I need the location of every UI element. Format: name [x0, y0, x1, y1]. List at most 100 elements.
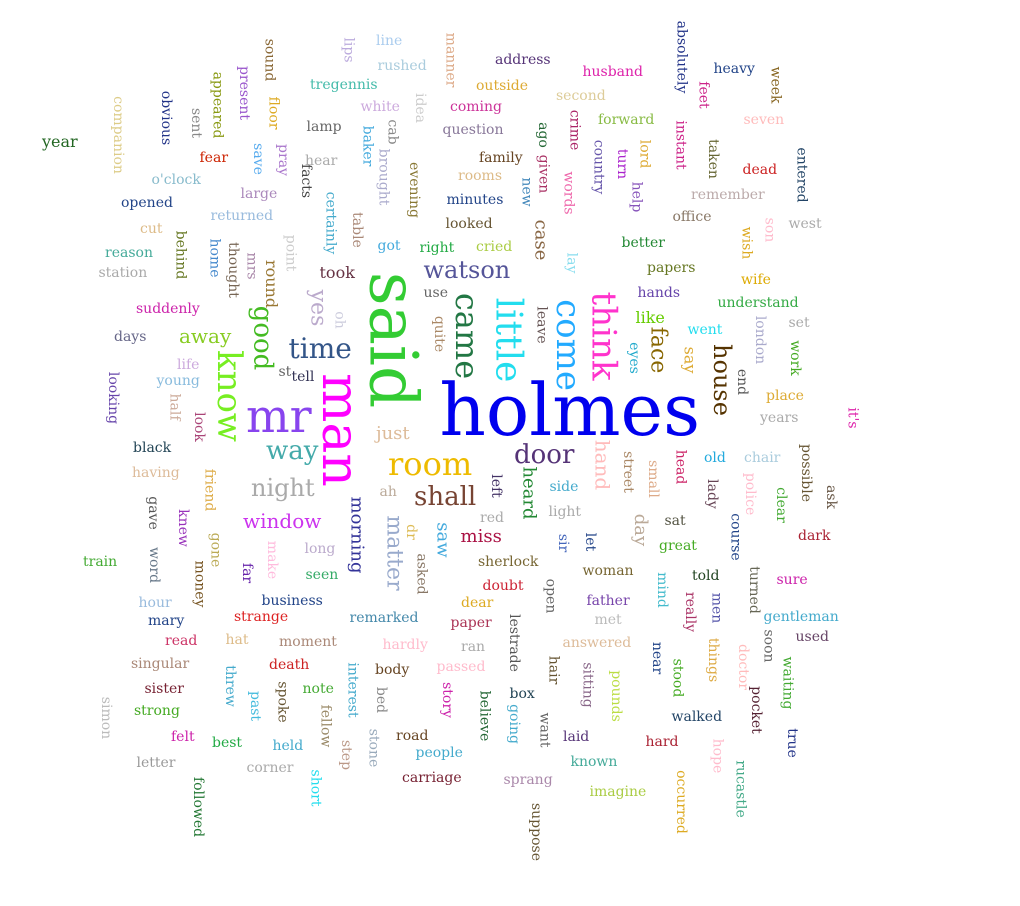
word-really: really [682, 591, 699, 633]
word-hat: hat [225, 632, 249, 648]
word-absolutely: absolutely [672, 20, 689, 94]
word-threw: threw [221, 665, 238, 707]
word-read: read [165, 633, 198, 649]
word-bed: bed [373, 686, 390, 714]
word-strong: strong [134, 703, 180, 719]
word-ago: ago [534, 122, 551, 148]
word-oh: oh [331, 311, 348, 329]
word-side: side [549, 479, 579, 495]
word-family: family [479, 150, 523, 166]
word-great: great [659, 538, 697, 554]
word-story: story [438, 682, 455, 718]
word-new: new [518, 177, 535, 207]
word-sir: sir [555, 533, 572, 553]
word-heavy: heavy [713, 61, 755, 77]
word-look: look [190, 412, 207, 442]
word-old: old [704, 450, 726, 466]
word-station: station [98, 265, 148, 281]
word-want: want [535, 712, 552, 748]
word-save: save [249, 143, 266, 175]
word-saw: saw [432, 522, 454, 558]
word-took: took [319, 263, 355, 282]
word-son: son [760, 217, 777, 243]
word-instant: instant [672, 120, 689, 170]
word-feet: feet [695, 81, 712, 109]
word-window: window [243, 509, 322, 533]
word-right: right [419, 240, 455, 256]
word-carriage: carriage [402, 770, 462, 786]
word-word: word [146, 546, 163, 584]
word-met: met [594, 612, 622, 628]
word-came: came [448, 292, 487, 380]
word-lay: lay [562, 252, 579, 274]
word-road: road [396, 728, 429, 744]
word-mr: mr [246, 389, 312, 443]
word-say: say [679, 346, 699, 374]
word-possible: possible [797, 444, 814, 502]
word-obvious: obvious [158, 90, 175, 146]
word-crime: crime [565, 109, 582, 151]
word-strange: strange [234, 609, 289, 625]
word-near: near [649, 641, 666, 675]
word-gave: gave [144, 496, 161, 530]
word-minutes: minutes [446, 192, 504, 208]
word-mary: mary [148, 613, 185, 629]
word-present: present [236, 65, 253, 121]
word-second: second [556, 88, 606, 104]
word-thought: thought [224, 242, 241, 298]
word-place: place [766, 388, 804, 404]
word-companion: companion [109, 96, 126, 174]
word-black: black [133, 440, 172, 456]
word-walked: walked [671, 709, 723, 725]
word-fellow: fellow [316, 704, 333, 748]
word-away: away [179, 324, 232, 348]
word-having: having [132, 465, 180, 481]
word-looking: looking [105, 371, 122, 425]
word-sure: sure [776, 572, 808, 588]
word-year: year [42, 132, 78, 151]
word-things: things [705, 637, 722, 683]
word-step: step [338, 739, 355, 771]
word-sherlock: sherlock [478, 554, 539, 570]
word-laid: laid [563, 729, 590, 745]
word-sprang: sprang [503, 772, 553, 788]
word-opened: opened [121, 195, 173, 211]
word-father: father [586, 593, 630, 609]
word-best: best [212, 735, 243, 751]
word-returned: returned [210, 208, 274, 224]
word-course: course [727, 513, 744, 561]
word-pray: pray [274, 144, 291, 176]
word-rushed: rushed [377, 58, 427, 74]
word-sound: sound [260, 38, 277, 82]
word-husband: husband [582, 64, 644, 80]
word-light: light [548, 504, 582, 520]
word-certainly: certainly [321, 191, 338, 255]
word-day: day [630, 513, 652, 547]
word-police: police [742, 472, 759, 516]
word-business: business [261, 593, 323, 609]
word-pocket: pocket [747, 686, 764, 734]
word-cab: cab [384, 119, 401, 145]
word-baker: baker [358, 125, 375, 167]
word-papers: papers [647, 260, 696, 276]
word-heard: heard [518, 466, 540, 520]
word-hour: hour [138, 595, 172, 611]
word-simon: simon [98, 696, 115, 740]
word-just: just [376, 423, 410, 444]
word-tregennis: tregennis [310, 77, 378, 93]
word-manner: manner [441, 32, 458, 88]
word-paper: paper [450, 615, 492, 631]
word-come: come [547, 299, 588, 391]
word-matter: matter [381, 515, 407, 591]
word-occurred: occurred [672, 770, 689, 834]
word-small: small [644, 460, 661, 498]
word-corner: corner [246, 760, 294, 776]
word-use: use [423, 285, 449, 301]
word-sat: sat [664, 513, 686, 529]
word-given: given [534, 154, 551, 194]
word-past: past [247, 690, 264, 722]
word-coming: coming [450, 99, 503, 115]
word-left: left [487, 474, 504, 498]
word-fear: fear [199, 150, 229, 166]
